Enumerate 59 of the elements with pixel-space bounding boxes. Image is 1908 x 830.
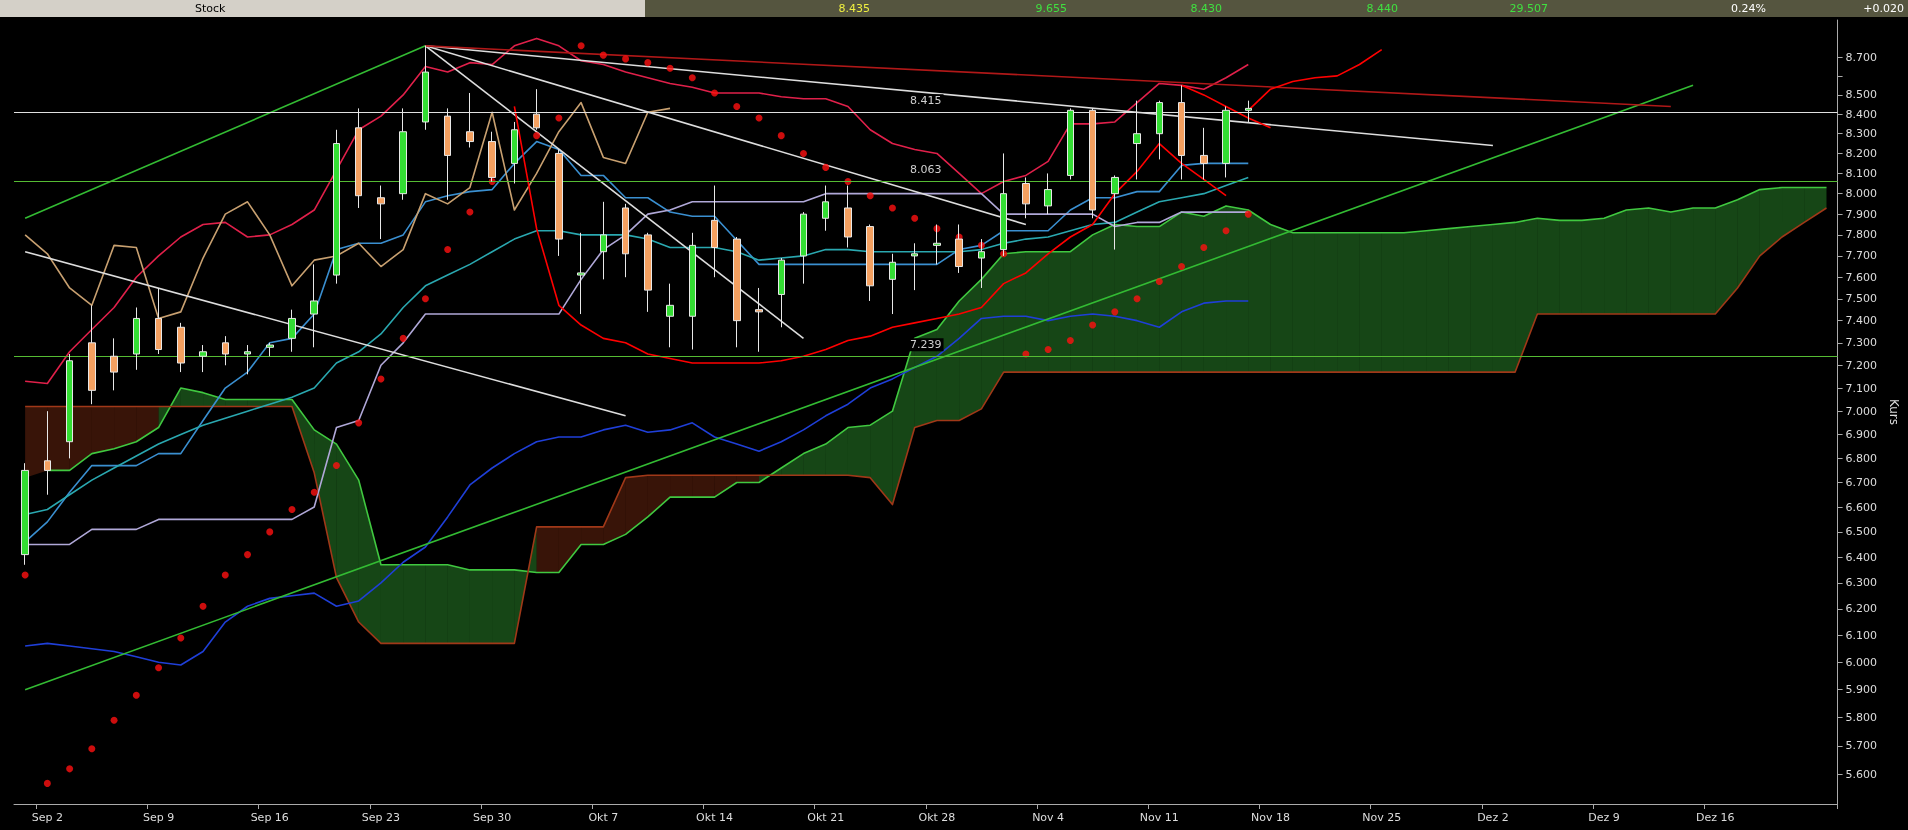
y-tick-label: 7.700 <box>1845 249 1878 263</box>
y-tick-label: 7.400 <box>1845 314 1878 328</box>
y-tick-label: 6.300 <box>1845 576 1878 590</box>
text: 8.435 <box>838 2 870 15</box>
y-tick-label: 7.600 <box>1845 270 1878 284</box>
y-tick-label: 5.800 <box>1845 710 1878 724</box>
y-tick-label: 8.700 <box>1845 50 1878 64</box>
y-tick-label: 6.400 <box>1845 550 1878 564</box>
y-tick-label: 7.800 <box>1845 228 1878 242</box>
x-tick-label: Nov 11 <box>1139 811 1179 824</box>
x-tick-label: Nov 25 <box>1362 811 1402 824</box>
y-tick-label: 8.400 <box>1845 107 1878 121</box>
y-tick-label: 5.900 <box>1845 683 1878 697</box>
y-tick-label: 8.100 <box>1845 166 1878 180</box>
x-tick-label: Sep 9 <box>142 811 175 824</box>
x-tick-label: Nov 18 <box>1251 811 1290 824</box>
ref-line-label: 8.415 <box>910 94 942 108</box>
x-tick-label: Nov 4 <box>1032 811 1065 824</box>
text: 8.440 <box>1366 2 1398 15</box>
y-tick-label: 6.600 <box>1845 500 1878 514</box>
text: 8.430 <box>1190 2 1222 15</box>
text: 29.507 <box>1509 2 1548 15</box>
x-tick-label: Dez 16 <box>1696 811 1735 824</box>
x-tick-label: Sep 23 <box>361 811 401 824</box>
y-tick-label: 5.700 <box>1845 739 1878 753</box>
y-tick-label: 5.600 <box>1845 768 1878 782</box>
y-tick-label: 6.100 <box>1845 628 1878 642</box>
y-tick-label: 6.900 <box>1845 428 1878 442</box>
x-tick-label: Sep 30 <box>473 811 512 824</box>
y-tick-label: 8.200 <box>1845 146 1878 160</box>
ref-line-label: 7.239 <box>910 338 942 352</box>
text: Stock <box>195 2 227 15</box>
text: +0.020 <box>1863 2 1904 15</box>
y-tick-label: 7.100 <box>1845 381 1878 395</box>
x-tick-label: Okt 21 <box>807 811 845 824</box>
x-tick-label: Okt 7 <box>588 811 619 824</box>
x-tick-label: Okt 14 <box>696 811 733 824</box>
y-tick-label: 7.500 <box>1845 292 1878 306</box>
text: 0.24% <box>1731 2 1766 15</box>
y-tick-label: 7.000 <box>1845 404 1878 418</box>
y-tick-label: 6.200 <box>1845 602 1878 616</box>
y-tick-label: 7.200 <box>1845 358 1878 372</box>
y-tick-label: 6.000 <box>1845 655 1878 669</box>
y-tick-label: 8.300 <box>1845 127 1878 141</box>
x-tick-label: Sep 16 <box>250 811 289 824</box>
ref-line-label: 8.063 <box>910 163 942 177</box>
y-tick-label: 7.300 <box>1845 336 1878 350</box>
x-tick-label: Okt 28 <box>918 811 956 824</box>
x-tick-label: Dez 2 <box>1477 811 1509 824</box>
text: 9.655 <box>1035 2 1067 15</box>
y-tick-label: 6.700 <box>1845 476 1878 490</box>
x-tick-label: Dez 9 <box>1588 811 1620 824</box>
y-tick-label: 8.500 <box>1845 88 1878 102</box>
y-tick-label: 6.500 <box>1845 525 1878 539</box>
y-tick-label: 6.800 <box>1845 451 1878 465</box>
y-tick-label: 7.900 <box>1845 207 1878 221</box>
y-tick-label: 8.000 <box>1845 187 1878 201</box>
y-axis-title: Kurs <box>1887 398 1901 426</box>
x-tick-label: Sep 2 <box>31 811 63 824</box>
